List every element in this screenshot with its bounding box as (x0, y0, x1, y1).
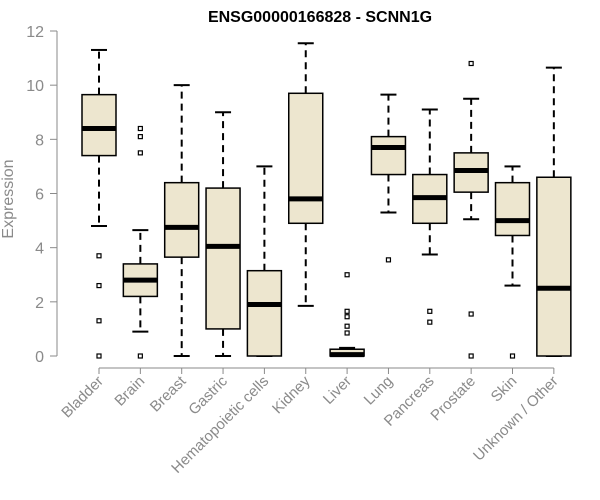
box-skin (494, 165, 531, 359)
outlier-point (468, 311, 474, 317)
outlier-point (96, 282, 102, 289)
outlier-point (96, 253, 102, 259)
x-tick-label: Brain (111, 373, 148, 410)
y-tick-label: 2 (35, 295, 44, 312)
outlier-point (96, 318, 102, 324)
outlier-point (137, 353, 143, 359)
chart-title: ENSG00000166828 - SCNN1G (208, 9, 432, 26)
x-tick-label: Kidney (269, 372, 314, 417)
outlier-point (137, 125, 143, 132)
box-prostate (453, 60, 489, 359)
iqr-box (163, 181, 200, 258)
y-axis: 0 2 4 6 8 10 12 (26, 24, 58, 366)
x-tick-label: Prostate (427, 373, 479, 425)
iqr-box (536, 176, 572, 357)
iqr-box (494, 181, 531, 237)
outlier-point (344, 272, 350, 278)
outlier-point (344, 308, 350, 314)
outlier-point (344, 314, 350, 320)
box-series (81, 42, 572, 359)
y-tick-label: 8 (35, 132, 44, 149)
iqr-box (288, 92, 324, 225)
y-tick-label: 12 (26, 24, 44, 41)
outlier-point (344, 330, 350, 336)
outlier-point (427, 308, 433, 314)
iqr-box (370, 135, 407, 176)
iqr-box (205, 187, 241, 330)
outlier-point (509, 353, 516, 359)
x-tick-label: Bladder (58, 373, 107, 422)
x-tick-label: Liver (320, 373, 355, 408)
box-hematopoietic-cells (246, 165, 283, 357)
box-brain (122, 125, 159, 359)
y-axis-label: Expression (0, 159, 17, 238)
box-kidney (288, 42, 324, 307)
box-pancreas (412, 108, 448, 325)
outlier-point (137, 134, 143, 140)
box-breast (163, 84, 200, 357)
outlier-point (137, 150, 143, 156)
y-tick-label: 4 (35, 241, 44, 258)
outlier-point (344, 323, 350, 329)
y-tick-label: 6 (35, 187, 44, 204)
box-gastric (205, 111, 241, 357)
y-tick-label: 10 (26, 78, 44, 95)
outlier-point (468, 60, 474, 67)
box-unknown-other (536, 66, 572, 357)
x-tick-label: Breast (147, 372, 190, 415)
box-lung (370, 93, 407, 263)
outlier-point (96, 353, 102, 359)
box-liver (329, 272, 365, 358)
x-tick-label: Lung (361, 373, 397, 409)
x-tick-label: Skin (488, 373, 521, 406)
outlier-point (427, 319, 433, 325)
box-bladder (81, 48, 117, 359)
iqr-box (246, 269, 283, 357)
iqr-box (81, 93, 117, 157)
outlier-point (468, 353, 474, 359)
outlier-point (385, 257, 392, 263)
y-tick-label: 0 (35, 349, 44, 366)
